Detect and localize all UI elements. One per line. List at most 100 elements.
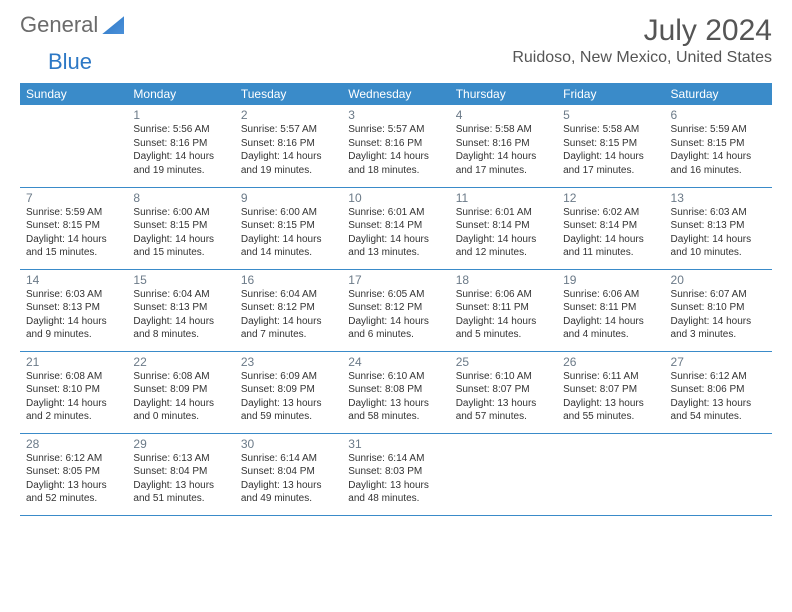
calendar-day-cell: 26Sunrise: 6:11 AMSunset: 8:07 PMDayligh…: [557, 351, 664, 433]
sun-info: Sunrise: 6:10 AMSunset: 8:07 PMDaylight:…: [456, 370, 551, 424]
day-number: 5: [563, 108, 658, 122]
weekday-header: Friday: [557, 83, 664, 105]
calendar-day-cell: 14Sunrise: 6:03 AMSunset: 8:13 PMDayligh…: [20, 269, 127, 351]
day-number: 7: [26, 191, 121, 205]
sun-info: Sunrise: 6:04 AMSunset: 8:12 PMDaylight:…: [241, 288, 336, 342]
calendar-day-cell: 3Sunrise: 5:57 AMSunset: 8:16 PMDaylight…: [342, 105, 449, 187]
calendar-day-cell: 2Sunrise: 5:57 AMSunset: 8:16 PMDaylight…: [235, 105, 342, 187]
calendar-day-cell: 4Sunrise: 5:58 AMSunset: 8:16 PMDaylight…: [450, 105, 557, 187]
calendar-day-cell: [450, 433, 557, 515]
calendar-day-cell: 10Sunrise: 6:01 AMSunset: 8:14 PMDayligh…: [342, 187, 449, 269]
sun-info: Sunrise: 6:13 AMSunset: 8:04 PMDaylight:…: [133, 452, 228, 506]
sun-info: Sunrise: 6:01 AMSunset: 8:14 PMDaylight:…: [348, 206, 443, 260]
sun-info: Sunrise: 6:08 AMSunset: 8:09 PMDaylight:…: [133, 370, 228, 424]
brand-logo: General: [20, 14, 126, 36]
sun-info: Sunrise: 5:57 AMSunset: 8:16 PMDaylight:…: [348, 123, 443, 177]
sun-info: Sunrise: 5:59 AMSunset: 8:15 PMDaylight:…: [671, 123, 766, 177]
title-block: July 2024 Ruidoso, New Mexico, United St…: [512, 14, 772, 67]
location-subtitle: Ruidoso, New Mexico, United States: [512, 49, 772, 67]
calendar-day-cell: 30Sunrise: 6:14 AMSunset: 8:04 PMDayligh…: [235, 433, 342, 515]
sun-info: Sunrise: 6:05 AMSunset: 8:12 PMDaylight:…: [348, 288, 443, 342]
sun-info: Sunrise: 6:14 AMSunset: 8:03 PMDaylight:…: [348, 452, 443, 506]
calendar-day-cell: 27Sunrise: 6:12 AMSunset: 8:06 PMDayligh…: [665, 351, 772, 433]
calendar-week-row: 1Sunrise: 5:56 AMSunset: 8:16 PMDaylight…: [20, 105, 772, 187]
day-number: 28: [26, 437, 121, 451]
sun-info: Sunrise: 6:00 AMSunset: 8:15 PMDaylight:…: [133, 206, 228, 260]
day-number: 29: [133, 437, 228, 451]
calendar-day-cell: 21Sunrise: 6:08 AMSunset: 8:10 PMDayligh…: [20, 351, 127, 433]
day-number: 26: [563, 355, 658, 369]
day-number: 16: [241, 273, 336, 287]
sun-info: Sunrise: 6:12 AMSunset: 8:06 PMDaylight:…: [671, 370, 766, 424]
calendar-day-cell: 6Sunrise: 5:59 AMSunset: 8:15 PMDaylight…: [665, 105, 772, 187]
day-number: 23: [241, 355, 336, 369]
brand-part1: General: [20, 14, 98, 36]
day-number: 13: [671, 191, 766, 205]
day-number: 20: [671, 273, 766, 287]
sun-info: Sunrise: 6:12 AMSunset: 8:05 PMDaylight:…: [26, 452, 121, 506]
sun-info: Sunrise: 6:06 AMSunset: 8:11 PMDaylight:…: [456, 288, 551, 342]
calendar-day-cell: 13Sunrise: 6:03 AMSunset: 8:13 PMDayligh…: [665, 187, 772, 269]
calendar-day-cell: 16Sunrise: 6:04 AMSunset: 8:12 PMDayligh…: [235, 269, 342, 351]
sun-info: Sunrise: 6:07 AMSunset: 8:10 PMDaylight:…: [671, 288, 766, 342]
calendar-week-row: 14Sunrise: 6:03 AMSunset: 8:13 PMDayligh…: [20, 269, 772, 351]
calendar-day-cell: 9Sunrise: 6:00 AMSunset: 8:15 PMDaylight…: [235, 187, 342, 269]
day-number: 31: [348, 437, 443, 451]
calendar-day-cell: 1Sunrise: 5:56 AMSunset: 8:16 PMDaylight…: [127, 105, 234, 187]
calendar-day-cell: [20, 105, 127, 187]
day-number: 11: [456, 191, 551, 205]
sun-info: Sunrise: 5:58 AMSunset: 8:15 PMDaylight:…: [563, 123, 658, 177]
day-number: 19: [563, 273, 658, 287]
calendar-day-cell: 11Sunrise: 6:01 AMSunset: 8:14 PMDayligh…: [450, 187, 557, 269]
calendar-day-cell: 28Sunrise: 6:12 AMSunset: 8:05 PMDayligh…: [20, 433, 127, 515]
weekday-header: Saturday: [665, 83, 772, 105]
weekday-header: Thursday: [450, 83, 557, 105]
sun-info: Sunrise: 6:09 AMSunset: 8:09 PMDaylight:…: [241, 370, 336, 424]
sun-info: Sunrise: 6:00 AMSunset: 8:15 PMDaylight:…: [241, 206, 336, 260]
day-number: 8: [133, 191, 228, 205]
calendar-day-cell: 7Sunrise: 5:59 AMSunset: 8:15 PMDaylight…: [20, 187, 127, 269]
calendar-page: General July 2024 Ruidoso, New Mexico, U…: [0, 0, 792, 530]
sun-info: Sunrise: 6:03 AMSunset: 8:13 PMDaylight:…: [671, 206, 766, 260]
calendar-day-cell: 23Sunrise: 6:09 AMSunset: 8:09 PMDayligh…: [235, 351, 342, 433]
calendar-day-cell: 15Sunrise: 6:04 AMSunset: 8:13 PMDayligh…: [127, 269, 234, 351]
calendar-day-cell: 24Sunrise: 6:10 AMSunset: 8:08 PMDayligh…: [342, 351, 449, 433]
day-number: 22: [133, 355, 228, 369]
day-number: 24: [348, 355, 443, 369]
sun-info: Sunrise: 5:59 AMSunset: 8:15 PMDaylight:…: [26, 206, 121, 260]
sun-info: Sunrise: 5:58 AMSunset: 8:16 PMDaylight:…: [456, 123, 551, 177]
sun-info: Sunrise: 6:14 AMSunset: 8:04 PMDaylight:…: [241, 452, 336, 506]
calendar-week-row: 7Sunrise: 5:59 AMSunset: 8:15 PMDaylight…: [20, 187, 772, 269]
day-number: 2: [241, 108, 336, 122]
day-number: 3: [348, 108, 443, 122]
calendar-day-cell: 17Sunrise: 6:05 AMSunset: 8:12 PMDayligh…: [342, 269, 449, 351]
weekday-header: Monday: [127, 83, 234, 105]
sun-info: Sunrise: 6:04 AMSunset: 8:13 PMDaylight:…: [133, 288, 228, 342]
day-number: 21: [26, 355, 121, 369]
calendar-day-cell: 8Sunrise: 6:00 AMSunset: 8:15 PMDaylight…: [127, 187, 234, 269]
weekday-header: Wednesday: [342, 83, 449, 105]
calendar-body: 1Sunrise: 5:56 AMSunset: 8:16 PMDaylight…: [20, 105, 772, 515]
sun-info: Sunrise: 6:08 AMSunset: 8:10 PMDaylight:…: [26, 370, 121, 424]
calendar-week-row: 21Sunrise: 6:08 AMSunset: 8:10 PMDayligh…: [20, 351, 772, 433]
calendar-day-cell: 12Sunrise: 6:02 AMSunset: 8:14 PMDayligh…: [557, 187, 664, 269]
calendar-day-cell: 20Sunrise: 6:07 AMSunset: 8:10 PMDayligh…: [665, 269, 772, 351]
day-number: 27: [671, 355, 766, 369]
weekday-header: Sunday: [20, 83, 127, 105]
day-number: 15: [133, 273, 228, 287]
day-number: 4: [456, 108, 551, 122]
sun-info: Sunrise: 5:56 AMSunset: 8:16 PMDaylight:…: [133, 123, 228, 177]
calendar-day-cell: [557, 433, 664, 515]
brand-triangle-icon: [102, 16, 124, 34]
day-number: 12: [563, 191, 658, 205]
month-title: July 2024: [512, 14, 772, 47]
calendar-day-cell: 25Sunrise: 6:10 AMSunset: 8:07 PMDayligh…: [450, 351, 557, 433]
day-number: 25: [456, 355, 551, 369]
calendar-day-cell: [665, 433, 772, 515]
sun-info: Sunrise: 6:01 AMSunset: 8:14 PMDaylight:…: [456, 206, 551, 260]
calendar-week-row: 28Sunrise: 6:12 AMSunset: 8:05 PMDayligh…: [20, 433, 772, 515]
calendar-table: SundayMondayTuesdayWednesdayThursdayFrid…: [20, 83, 772, 516]
day-number: 14: [26, 273, 121, 287]
sun-info: Sunrise: 6:03 AMSunset: 8:13 PMDaylight:…: [26, 288, 121, 342]
sun-info: Sunrise: 6:10 AMSunset: 8:08 PMDaylight:…: [348, 370, 443, 424]
